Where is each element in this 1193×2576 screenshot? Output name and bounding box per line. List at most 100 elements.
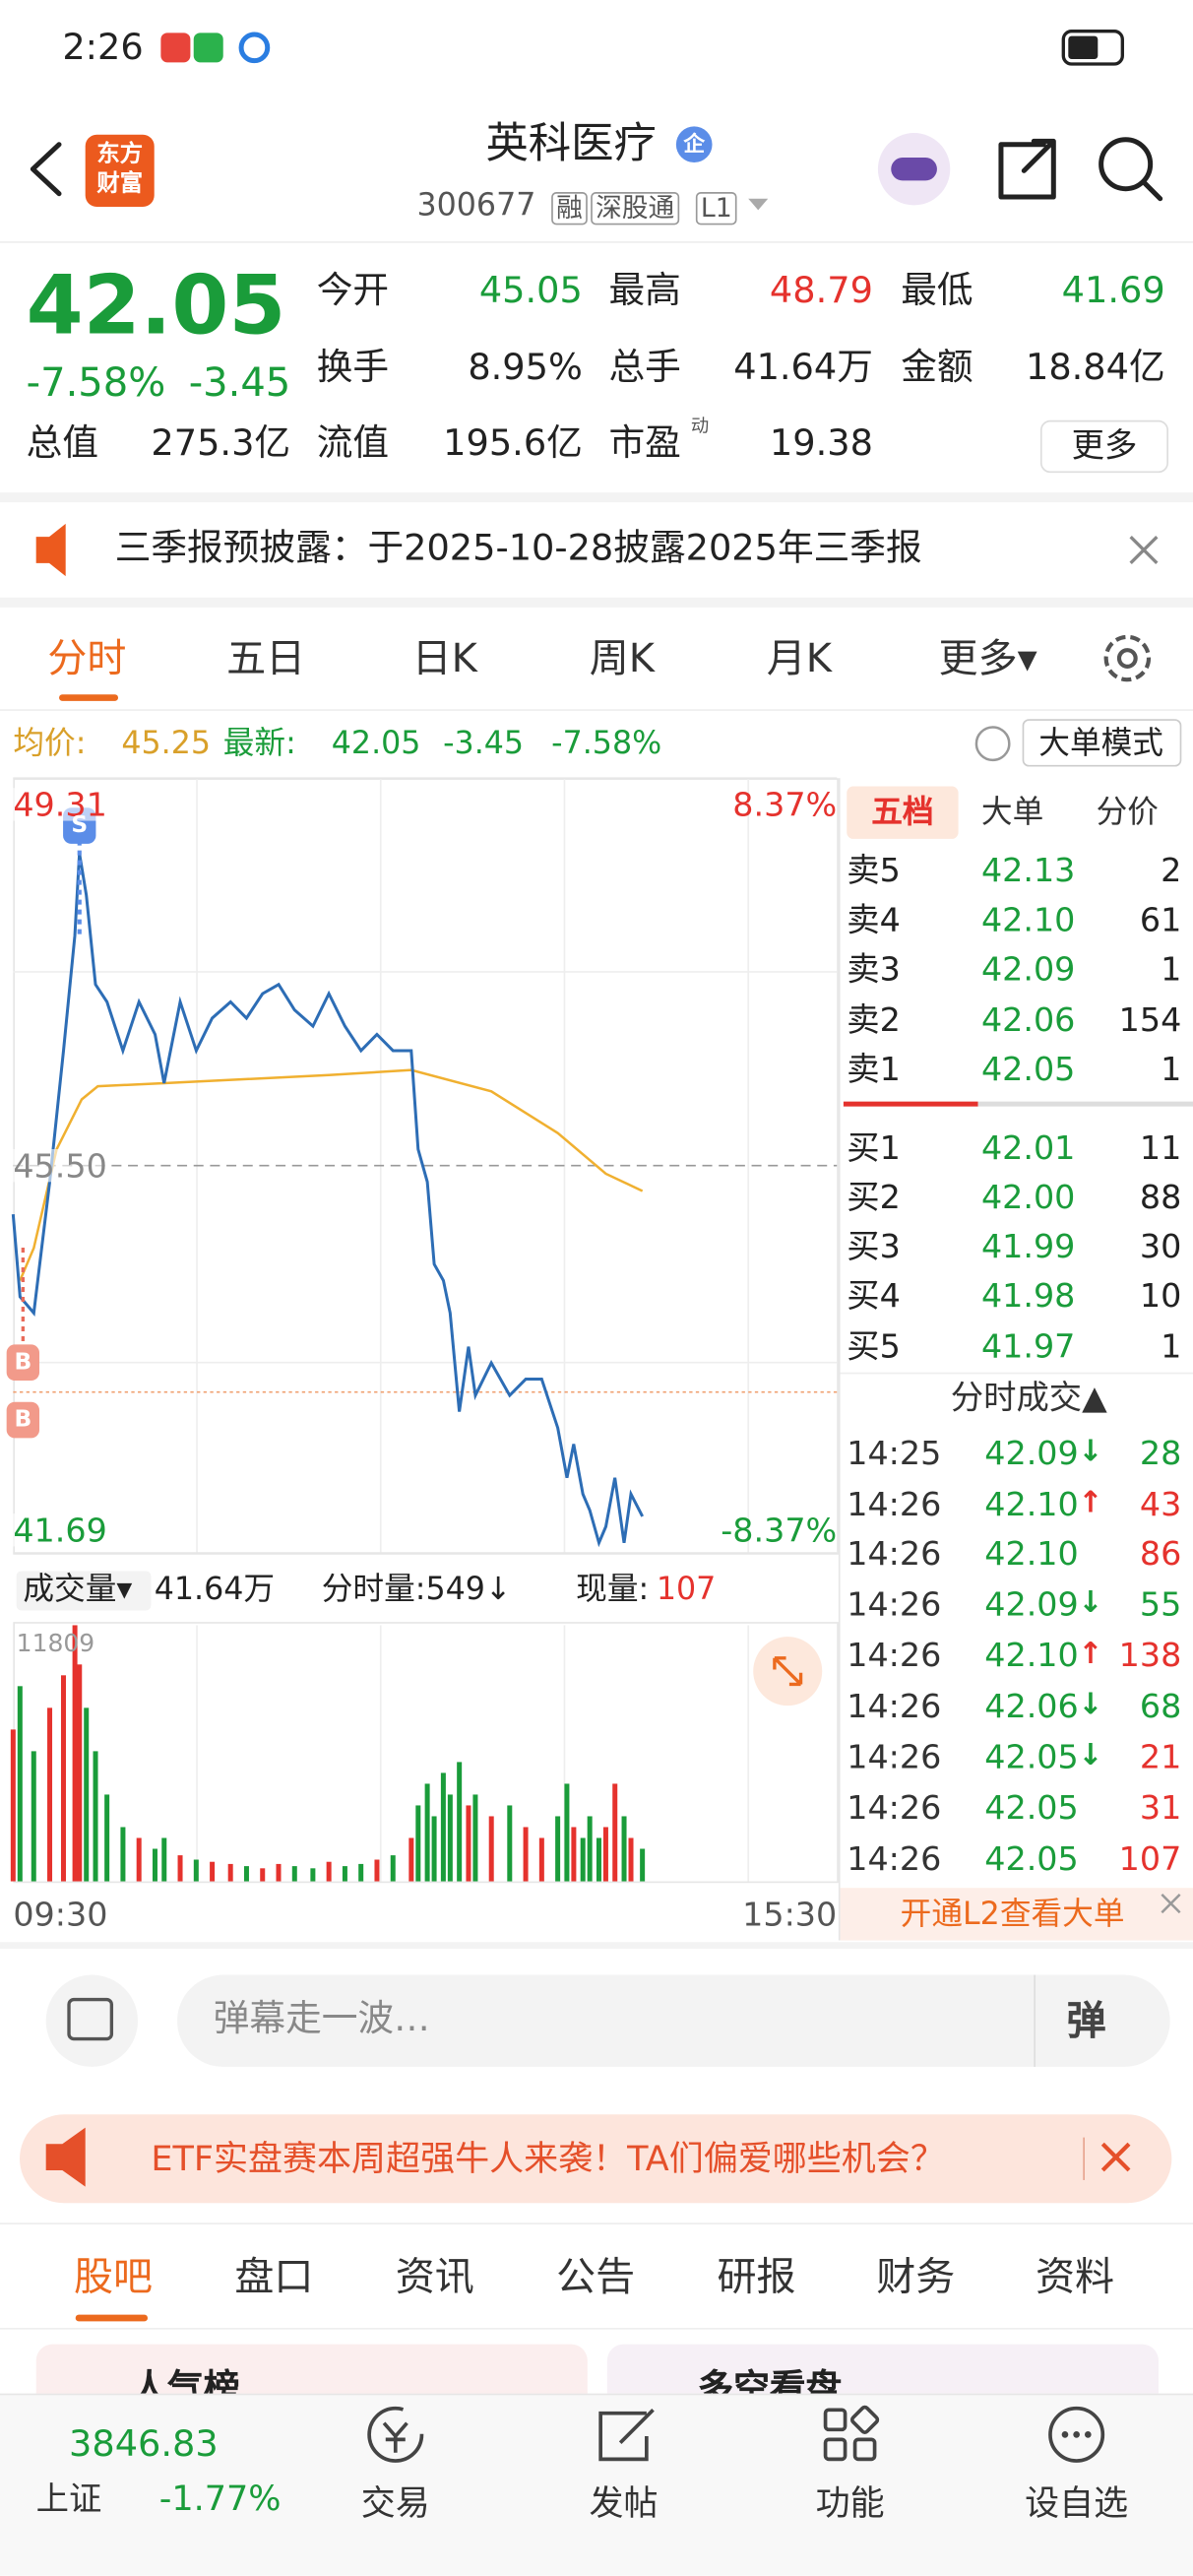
field-label: 今开 (316, 271, 390, 312)
book-price: 42.10 (980, 899, 1076, 939)
volume-bar (431, 1816, 437, 1882)
app-icon (193, 32, 223, 63)
volume-menu[interactable]: 成交量▾ (23, 1570, 133, 1607)
book-tab[interactable]: 五档 (871, 794, 934, 830)
field-label: 市盈 (608, 423, 681, 465)
help-icon[interactable] (974, 726, 1011, 762)
stock-name: 英科医疗 (485, 119, 657, 169)
book-size: 10 (1139, 1275, 1182, 1316)
book-price: 42.13 (980, 850, 1076, 890)
watchlist-icon[interactable] (1048, 2406, 1105, 2463)
post-icon[interactable] (598, 2409, 655, 2462)
ad-banner[interactable] (20, 2114, 1172, 2204)
comment-placeholder[interactable]: 弹幕走一波… (213, 1999, 430, 2041)
nav-item[interactable]: 功能 (815, 2482, 885, 2523)
nav-item[interactable]: 设自选 (1025, 2482, 1129, 2523)
field-value: 19.38 (769, 423, 873, 465)
back-icon[interactable] (30, 142, 62, 197)
book-price: 41.99 (980, 1226, 1076, 1266)
close-icon[interactable] (1129, 535, 1159, 565)
share-icon[interactable] (998, 138, 1056, 200)
comment-input[interactable] (177, 1974, 1170, 2067)
logo-text: 东方 (96, 141, 144, 168)
big-order-button[interactable] (1022, 719, 1182, 767)
section-tab[interactable]: 财务 (876, 2253, 956, 2300)
y-tick-label: 41.69 (13, 1510, 107, 1550)
badge-bg (675, 126, 713, 163)
ad-close[interactable] (1100, 2142, 1131, 2172)
book-level: 卖4 (847, 899, 901, 939)
last-label: 最新: (222, 725, 296, 761)
danmaku-button[interactable]: 弹 (1066, 1997, 1106, 2044)
field-value: 18.84亿 (1025, 348, 1165, 390)
book-separator (843, 1101, 978, 1107)
volume-menu-bg[interactable] (16, 1571, 152, 1611)
index-name: 上证 (35, 2479, 102, 2519)
search-icon[interactable] (1099, 137, 1154, 192)
volume-bar (276, 1863, 282, 1882)
section-tab[interactable]: 股吧 (74, 2253, 154, 2300)
section-tab[interactable]: 公告 (556, 2253, 636, 2300)
volume-bar (457, 1762, 463, 1882)
trade-time: 14:26 (847, 1484, 942, 1524)
nav-item[interactable]: 发帖 (589, 2482, 659, 2523)
book-separator (840, 1372, 1193, 1375)
volume-bar (564, 1783, 570, 1882)
battery (1061, 30, 1124, 66)
trade-price: 42.10 (984, 1484, 1079, 1524)
l2-banner[interactable] (840, 1888, 1193, 1941)
big-order-label[interactable]: 大单模式 (1038, 725, 1164, 761)
period-tab[interactable]: 日K (411, 635, 477, 681)
volume-bar (326, 1861, 332, 1882)
speaker-icon (35, 523, 66, 577)
nav-item[interactable]: 交易 (360, 2482, 430, 2523)
more-button-label[interactable]: 更多 (1071, 424, 1138, 465)
trade-arrow: ↑ (1078, 1485, 1103, 1520)
settings-icon[interactable] (1103, 634, 1152, 682)
book-level: 买1 (847, 1127, 901, 1168)
volume-bar (342, 1866, 347, 1882)
volume-tick-label: 11809 (16, 1627, 95, 1657)
trade-time: 14:26 (847, 1583, 942, 1624)
period-tab[interactable]: 更多▾ (938, 635, 1037, 681)
period-tab[interactable]: 五日 (226, 635, 306, 681)
book-price: 42.06 (980, 999, 1076, 1040)
comment-icon-bg[interactable] (45, 1974, 139, 2067)
section-tab[interactable]: 盘口 (234, 2253, 314, 2300)
ad-text[interactable]: ETF实盘赛本周超强牛人来袭！TA们偏爱哪些机会？ (151, 2138, 945, 2178)
field-superscript: 动 (690, 414, 710, 436)
volume-bar (447, 1794, 453, 1882)
book-tab[interactable]: 大单 (980, 794, 1044, 830)
function-icon[interactable] (823, 2408, 848, 2432)
section-tab[interactable]: 资讯 (395, 2253, 474, 2300)
section-tab[interactable]: 资料 (1035, 2253, 1114, 2300)
volume-bar (555, 1816, 561, 1882)
l2-link[interactable]: 开通L2查看大单 (900, 1895, 1125, 1932)
period-tab[interactable]: 周K (589, 635, 655, 681)
trade-time: 14:26 (847, 1533, 942, 1574)
dropdown[interactable] (748, 198, 769, 211)
section-tab[interactable]: 研报 (717, 2253, 796, 2300)
field-label: 总值 (26, 423, 99, 465)
book-tab-active[interactable] (847, 786, 959, 839)
volume-bar (291, 1866, 297, 1882)
volume-bar (243, 1866, 249, 1882)
dot (1073, 2431, 1080, 2438)
trade-icon[interactable] (367, 2406, 424, 2463)
trade-price: 42.09 (984, 1433, 1079, 1473)
book-level: 卖2 (847, 999, 901, 1040)
volume-bar (628, 1837, 634, 1882)
volume-bar (31, 1751, 36, 1882)
close-icon[interactable] (1161, 1893, 1181, 1914)
index-value[interactable]: 3846.83 (69, 2424, 219, 2467)
period-tab[interactable]: 月K (766, 635, 833, 681)
divider (0, 709, 1193, 711)
volume-bar (538, 1837, 544, 1882)
more-button[interactable] (1039, 419, 1168, 474)
period-tab[interactable]: 分时 (47, 635, 127, 681)
trade-arrow: ↓ (1078, 1435, 1103, 1470)
book-tab[interactable]: 分价 (1096, 794, 1160, 830)
settings-icon (1116, 648, 1138, 669)
trade-price: 42.05 (984, 1838, 1079, 1879)
buy-marker (6, 1344, 40, 1382)
